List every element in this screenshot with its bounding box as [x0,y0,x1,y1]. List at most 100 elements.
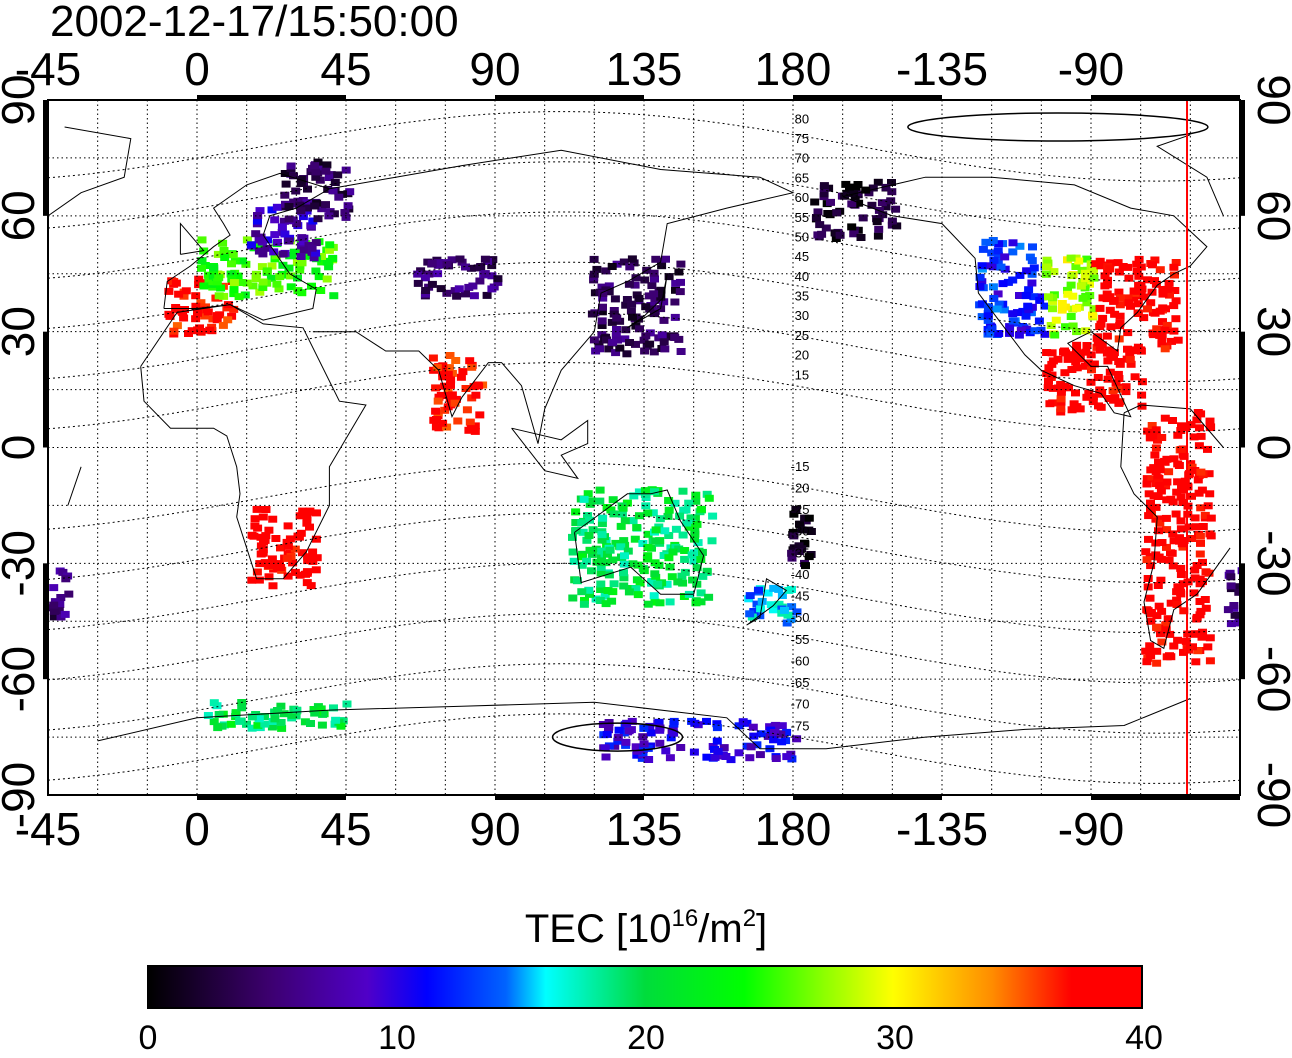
tec-cell [1106,259,1116,267]
tec-cell [304,508,314,516]
contour-label-south: -30 [791,524,810,539]
tec-cell [461,385,471,392]
tec-cell [1172,601,1182,608]
tec-cell [619,729,629,737]
tec-cell [1024,286,1034,294]
tec-cell [1057,306,1067,314]
tec-cell [461,290,470,298]
tec-cell [258,278,268,286]
tec-cell [1118,263,1128,270]
tec-cell [306,582,316,590]
tec-cell [861,186,871,194]
tec-cell [295,201,305,209]
tec-cell [1197,486,1207,494]
tec-cell [873,178,883,186]
tec-cell [1189,589,1199,597]
tec-cell [1008,317,1018,325]
lat-tick-label-right: 0 [1248,435,1292,461]
lat-tick-label-left: -30 [0,530,44,596]
tec-cell [1201,568,1211,576]
magnetic-contour [48,612,1240,684]
tec-cell [608,496,618,504]
tec-cell [295,571,305,579]
tec-cell [692,520,702,528]
tec-cell [632,291,642,299]
tec-cell [702,567,712,575]
tec-cell [452,292,462,300]
tec-cell [1154,475,1164,482]
tec-cell [1044,377,1053,385]
tec-cell [270,715,280,723]
tec-cell [853,181,863,188]
tec-cell [651,573,661,581]
tec-cell [1206,514,1216,522]
tec-cell [1205,657,1215,665]
tec-cell [629,492,639,500]
tec-cell [262,267,272,275]
contour-label-north: 45 [795,249,809,264]
tec-cell [1176,571,1186,578]
tec-cell [659,298,669,306]
tec-cell [1178,499,1188,506]
tec-cell [1141,548,1151,556]
tec-cell [1194,442,1204,450]
tec-cell [1176,427,1186,434]
tec-cell [592,265,602,273]
tec-cell [200,312,210,320]
tec-cell [625,339,634,346]
tec-cell [609,510,619,518]
tec-cell [585,590,594,598]
tec-cell [1143,305,1152,313]
tec-cell [280,191,290,199]
tec-cell [776,730,786,738]
tec-cell [297,234,307,242]
tec-cell [1237,567,1240,575]
tec-cell [1074,257,1084,265]
tec-cell [214,711,224,718]
tec-cell [1082,255,1092,263]
tec-cell [311,566,321,574]
tec-cell [626,307,636,315]
tec-cell [887,179,896,186]
tec-cell [1051,316,1061,324]
tec-cell [696,589,706,597]
tec-cell [1139,314,1149,322]
tec-cell [1171,297,1181,305]
tec-cell [297,259,307,267]
tec-cell [322,275,332,283]
tec-cell [164,310,174,318]
tec-cell [770,729,779,736]
tec-cell [1154,553,1164,561]
tec-data-layer [48,158,1240,764]
tec-cell [278,250,288,258]
tec-cell [1029,264,1039,272]
tec-cell [1164,468,1174,476]
tec-cell [873,232,883,240]
tec-cell [607,318,617,326]
tec-cell [451,357,461,364]
tec-cell [253,721,263,729]
colorbar-tick-label: 40 [1125,1019,1163,1057]
tec-cell [603,587,613,594]
tec-cell [696,598,706,606]
tec-cell [1179,607,1189,615]
tec-cell [877,199,887,207]
tec-cell [321,167,331,175]
tec-cell [992,305,1002,313]
tec-cell [1145,594,1155,602]
tec-cell [1063,286,1072,294]
tec-cell [654,718,664,726]
tec-cell [692,580,702,588]
tec-cell [712,737,722,745]
tec-cell [627,255,637,263]
tec-cell [1151,280,1161,288]
tec-cell [977,262,987,270]
tec-cell [1088,269,1098,277]
tec-cell [640,487,650,495]
tec-cell [782,753,792,761]
tec-cell [1076,282,1086,290]
tec-cell [755,751,765,759]
tec-cell [1022,267,1032,275]
tec-cell [286,283,296,291]
tec-cell [621,301,631,309]
